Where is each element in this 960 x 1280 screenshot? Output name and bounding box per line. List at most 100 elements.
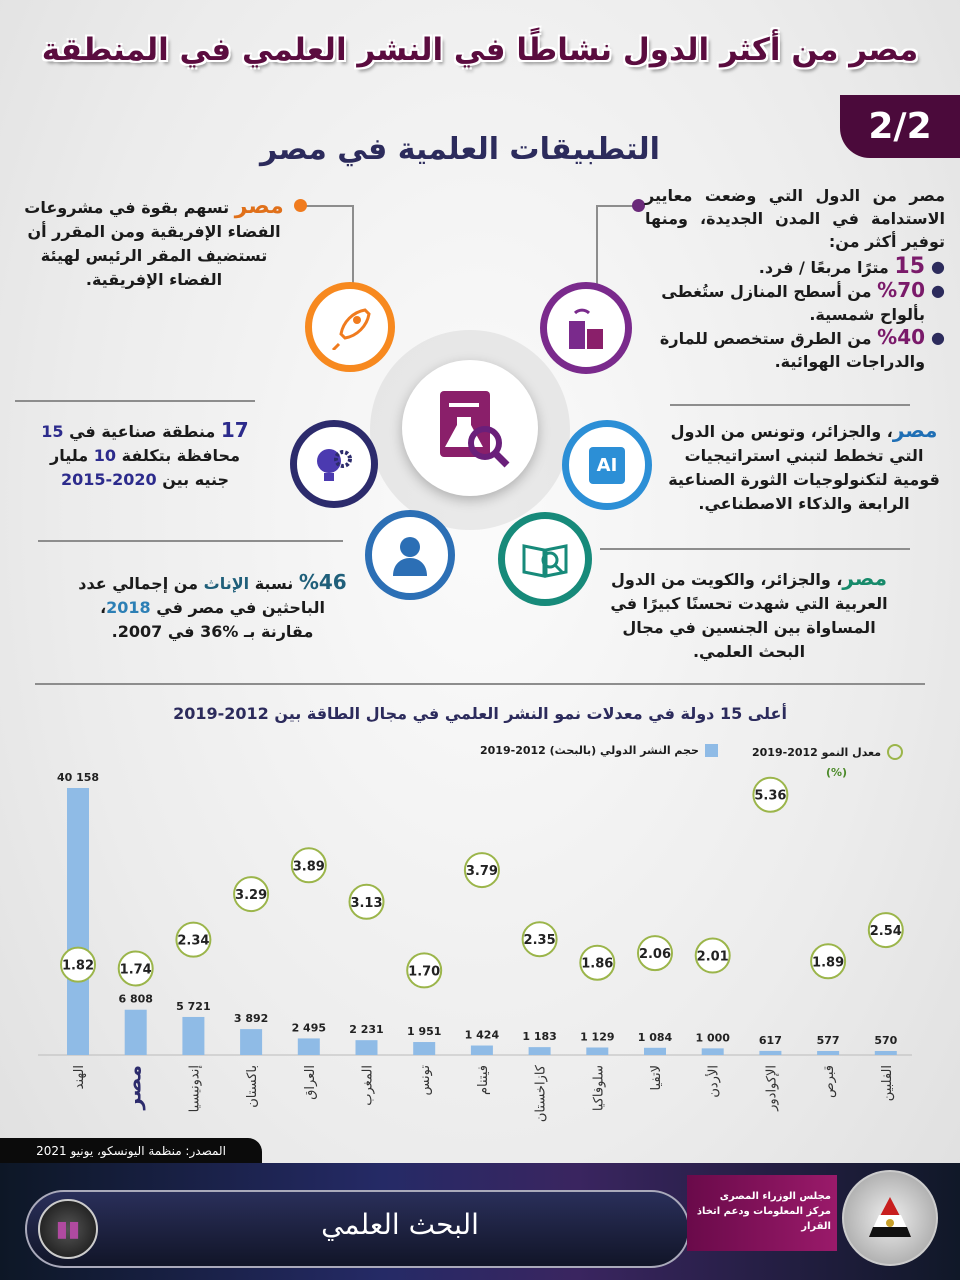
bar [874,1051,897,1055]
legend-unit: (%) [826,766,848,779]
bar [124,1009,147,1055]
bar [470,1045,493,1055]
section-subtitle: التطبيقات العلمية في مصر [260,132,660,167]
bar [586,1047,609,1055]
bar-value-label: 617 [759,1034,782,1047]
cities-bullet: ● 15 مترًا مربعًا / فرد. [758,254,945,279]
fact-text: محافظة بتكلفة [121,446,240,465]
growth-circle [233,876,270,913]
growth-value-label: 3.89 [293,859,325,874]
growth-circle [521,921,558,958]
growth-circle [60,946,96,983]
category-label: الهند [72,1065,87,1089]
connector-line [305,205,353,207]
bullet-dot [632,199,645,212]
cities-bullet: ● %40 من الطرق ستخصص للمارة والدراجات اله… [659,325,945,372]
fact-text: مليار جنيه بين [50,446,230,489]
divider [600,548,910,550]
document-flask-icon [402,360,538,496]
growth-value-label: 1.82 [62,959,94,974]
bar [182,1016,205,1055]
divider [35,683,925,685]
category-label: فيتنام [476,1065,491,1095]
bar [355,1040,378,1055]
divider [670,404,910,406]
growth-circle [348,883,385,920]
growth-circle [867,912,904,949]
cities-intro: مصر من الدول التي وضعت معايير الاستدامة … [645,186,945,251]
legend-circles: معدل النمو 2012-2019 [752,744,904,760]
org-line: مركز المعلومات ودعم اتخاذ القرار [696,1206,831,1232]
growth-value-label: 5.36 [754,789,786,804]
bar-value-label: 1 951 [407,1025,441,1038]
bar [240,1029,263,1055]
growth-value-label: 2.06 [639,947,671,962]
category-label: الإكوادور [764,1065,779,1112]
person-icon [365,510,455,600]
growth-circle [752,776,789,813]
fact-text: ، والجزائر، والكويت من الدول العربية الت… [610,570,888,661]
cities-fact: مصر من الدول التي وضعت معايير الاستدامة … [645,184,945,373]
growth-value-label: 2.54 [870,924,902,939]
bar-value-label: 2 231 [349,1023,383,1036]
bar-value-label: 6 808 [118,993,152,1006]
bar-value-label: 570 [874,1034,897,1047]
footer-banner [25,1190,690,1268]
bullet-text: مترًا مربعًا / فرد. [758,258,889,277]
growth-circle [117,950,154,987]
divider [15,400,255,402]
book-icon: ▮▮ [38,1199,98,1259]
bar-value-label: 1 183 [522,1030,556,1043]
category-label: الأردن [705,1065,722,1098]
bar-value-label: 1 129 [580,1030,614,1043]
growth-circle [290,847,327,884]
fact-highlight: مصر [842,566,887,590]
legend-bars: حجم النشر الدولي (بالبحث) 2012-2019 [480,744,718,757]
growth-circle [406,952,443,989]
bar [67,788,89,1055]
category-label: تونس [418,1065,433,1096]
fact-highlight: الإناث [203,574,250,593]
book-search-icon [498,512,592,606]
legend-label: حجم النشر الدولي (بالبحث) 2012-2019 [480,744,699,757]
growth-value-label: 2.34 [177,934,209,949]
growth-value-label: 3.29 [235,888,267,903]
fact-number: 2020-2015 [60,470,157,489]
bar-value-label: 40 158 [57,771,99,784]
growth-value-label: 2.35 [524,933,556,948]
bar-value-label: 1 084 [638,1031,673,1044]
category-label: مصر [122,1065,146,1111]
women-fact: %46 نسبة الإناث من إجمالي عدد الباحثين ف… [75,570,350,644]
fact-text: من إجمالي عدد الباحثين في مصر في [78,574,325,617]
fact-number: 17 [220,418,249,442]
bar-value-label: 3 892 [234,1012,268,1025]
category-label: العراق [303,1065,318,1100]
category-label: الفلبين [880,1065,895,1101]
fact-highlight: مصر [892,418,938,442]
page-badge: 2/2 [840,95,960,158]
category-label: باكستان [245,1065,260,1108]
footer-banner-title: البحث العلمي [321,1208,479,1241]
bullet-dot [294,199,307,212]
smart-building-icon [540,282,632,374]
category-label: إندونيسيا [187,1065,202,1112]
org-logo [842,1170,938,1266]
legend-bar-swatch [704,744,718,757]
bar [644,1047,666,1055]
fact-number: %46 [298,570,347,594]
growth-value-label: 1.89 [812,955,844,970]
connector-line [352,205,354,285]
fact-highlight: مصر [234,194,284,219]
fact-text: نسبة [254,574,294,593]
bulb-gear-icon [290,420,378,508]
chart-title: أعلى 15 دولة في معدلات نمو النشر العلمي … [173,704,787,723]
bar-value-label: 1 424 [465,1029,500,1042]
growth-circle [694,937,731,974]
bar [817,1051,840,1055]
connector-line [598,205,636,207]
bar [413,1042,436,1055]
growth-value-label: 1.70 [408,964,440,979]
page-title: مصر من أكثر الدول نشاطًا في النشر العلمي… [41,32,919,68]
bar [528,1047,551,1055]
growth-circle [810,943,847,980]
